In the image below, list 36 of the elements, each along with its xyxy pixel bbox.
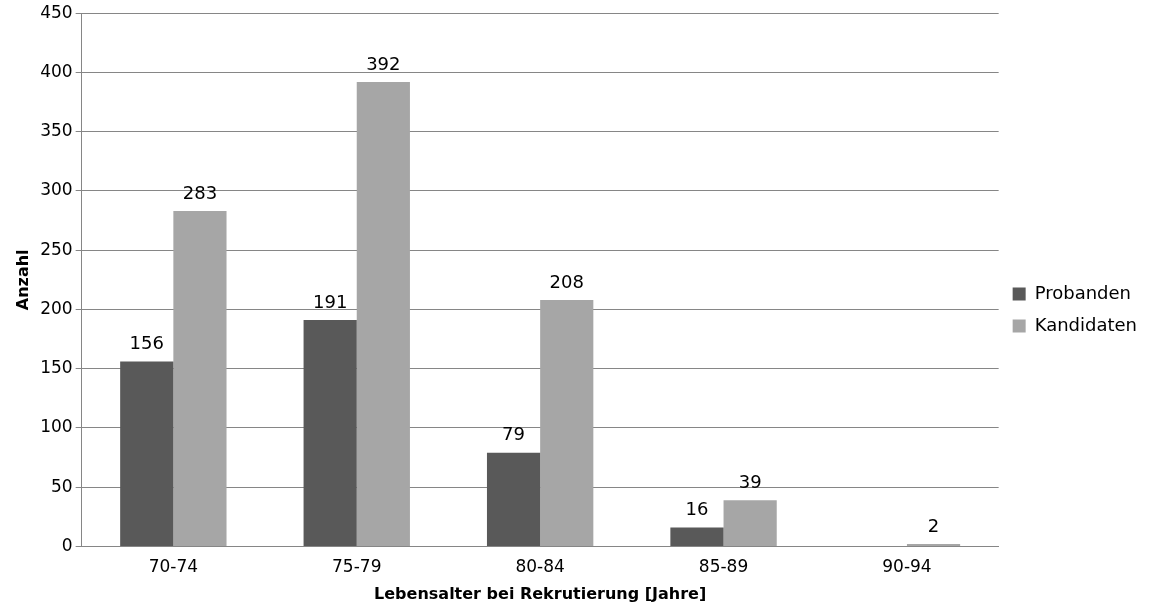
bar [723, 500, 777, 546]
data-label: 39 [738, 470, 762, 492]
y-axis-title: Anzahl [12, 249, 32, 311]
x-tick-label: 85-89 [698, 556, 749, 577]
data-label: 283 [182, 181, 218, 203]
data-label: 2 [927, 514, 940, 536]
data-label: 16 [685, 498, 709, 520]
data-label: 191 [312, 290, 348, 312]
x-tick-label: 70-74 [148, 556, 199, 577]
y-tick-label: 50 [51, 475, 73, 496]
bar [120, 361, 174, 546]
x-tick-label: 80-84 [515, 556, 565, 577]
data-label: 208 [549, 270, 584, 292]
y-tick-label: 300 [40, 179, 73, 200]
legend-label: Kandidaten [1034, 313, 1138, 335]
bar [173, 211, 227, 546]
y-tick-label: 350 [40, 120, 73, 141]
y-tick-label: 450 [40, 1, 73, 22]
bar [486, 452, 541, 546]
data-label: 156 [129, 332, 164, 354]
data-label: 79 [502, 423, 526, 445]
y-tick-label: 400 [40, 60, 73, 81]
y-tick-label: 200 [40, 297, 73, 318]
bar [540, 299, 594, 546]
bar [670, 527, 724, 546]
x-axis-title: Lebensalter bei Rekrutierung [Jahre] [374, 583, 707, 603]
x-tick-label: 90-94 [882, 556, 932, 577]
y-tick-label: 150 [40, 357, 73, 378]
legend-label: Probanden [1034, 281, 1131, 303]
data-label: 392 [366, 52, 401, 74]
bar [356, 81, 410, 546]
bar [303, 320, 357, 546]
y-tick-label: 0 [61, 534, 73, 555]
y-tick-label: 100 [40, 416, 73, 437]
y-tick-label: 250 [40, 238, 73, 259]
x-tick-label: 75-79 [332, 556, 382, 577]
